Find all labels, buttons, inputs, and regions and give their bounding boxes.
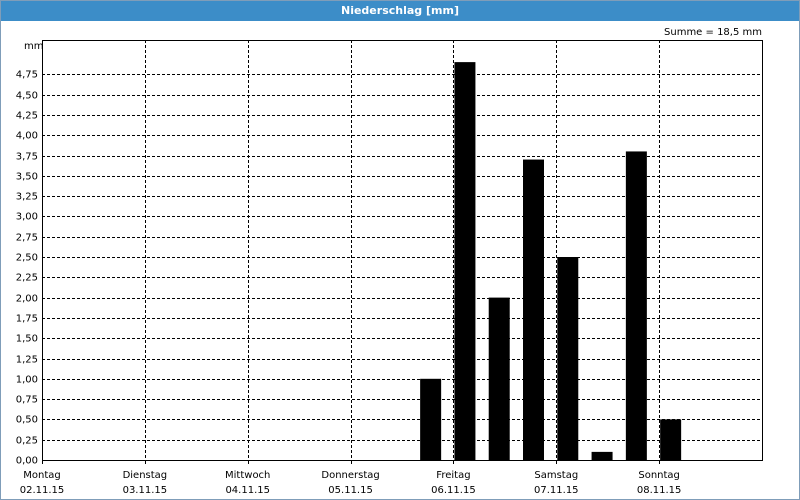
y-tick-label: 4,25	[16, 111, 38, 122]
x-tick-date: 02.11.15	[20, 485, 65, 496]
x-tick-date: 06.11.15	[431, 485, 476, 496]
y-tick-label: 2,25	[16, 273, 38, 284]
x-tick-date: 05.11.15	[328, 485, 373, 496]
x-tick-label: Freitag	[436, 470, 470, 481]
y-tick-label: 0,00	[16, 456, 38, 467]
x-tick-date: 04.11.15	[225, 485, 270, 496]
x-tick-label: Mittwoch	[225, 470, 270, 481]
title-bar	[1, 1, 799, 21]
y-tick-label: 1,75	[16, 314, 38, 325]
y-tick-label: 3,00	[16, 212, 38, 223]
y-unit: mm	[24, 41, 43, 52]
bar	[625, 151, 647, 460]
bar	[523, 159, 544, 460]
y-tick-label: 0,75	[16, 395, 38, 406]
x-tick-label: Samstag	[534, 470, 578, 481]
bar	[488, 297, 510, 460]
bar	[660, 419, 682, 460]
y-tick-label: 0,50	[16, 415, 38, 426]
bar	[420, 378, 442, 460]
y-tick-label: 3,25	[16, 192, 38, 203]
y-tick-label: 0,25	[16, 436, 38, 447]
x-tick-date: 08.11.15	[637, 485, 682, 496]
plot-frame	[42, 40, 763, 461]
y-tick-label: 4,75	[16, 70, 38, 81]
y-tick-label: 2,00	[16, 294, 38, 305]
y-tick-label: 3,50	[16, 172, 38, 183]
bar	[591, 451, 613, 460]
y-tick-label: 4,00	[16, 131, 38, 142]
y-tick-label: 3,75	[16, 152, 38, 163]
y-tick-label: 4,50	[16, 91, 38, 102]
annotation: Summe = 18,5 mm	[664, 27, 762, 38]
bar	[454, 62, 476, 461]
y-tick-label: 1,25	[16, 355, 38, 366]
y-tick-label: 2,50	[16, 253, 38, 264]
y-tick-label: 2,75	[16, 233, 38, 244]
x-tick-date: 07.11.15	[534, 485, 579, 496]
y-tick-label: 1,00	[16, 375, 38, 386]
y-tick-label: 1,50	[16, 334, 38, 345]
x-tick-label: Dienstag	[123, 470, 168, 481]
bar	[557, 257, 579, 460]
chart-title: Niederschlag [mm]	[341, 4, 459, 17]
x-tick-label: Montag	[23, 470, 60, 481]
x-tick-date: 03.11.15	[123, 485, 168, 496]
x-tick-label: Sonntag	[638, 470, 680, 481]
x-tick-label: Donnerstag	[321, 470, 379, 481]
